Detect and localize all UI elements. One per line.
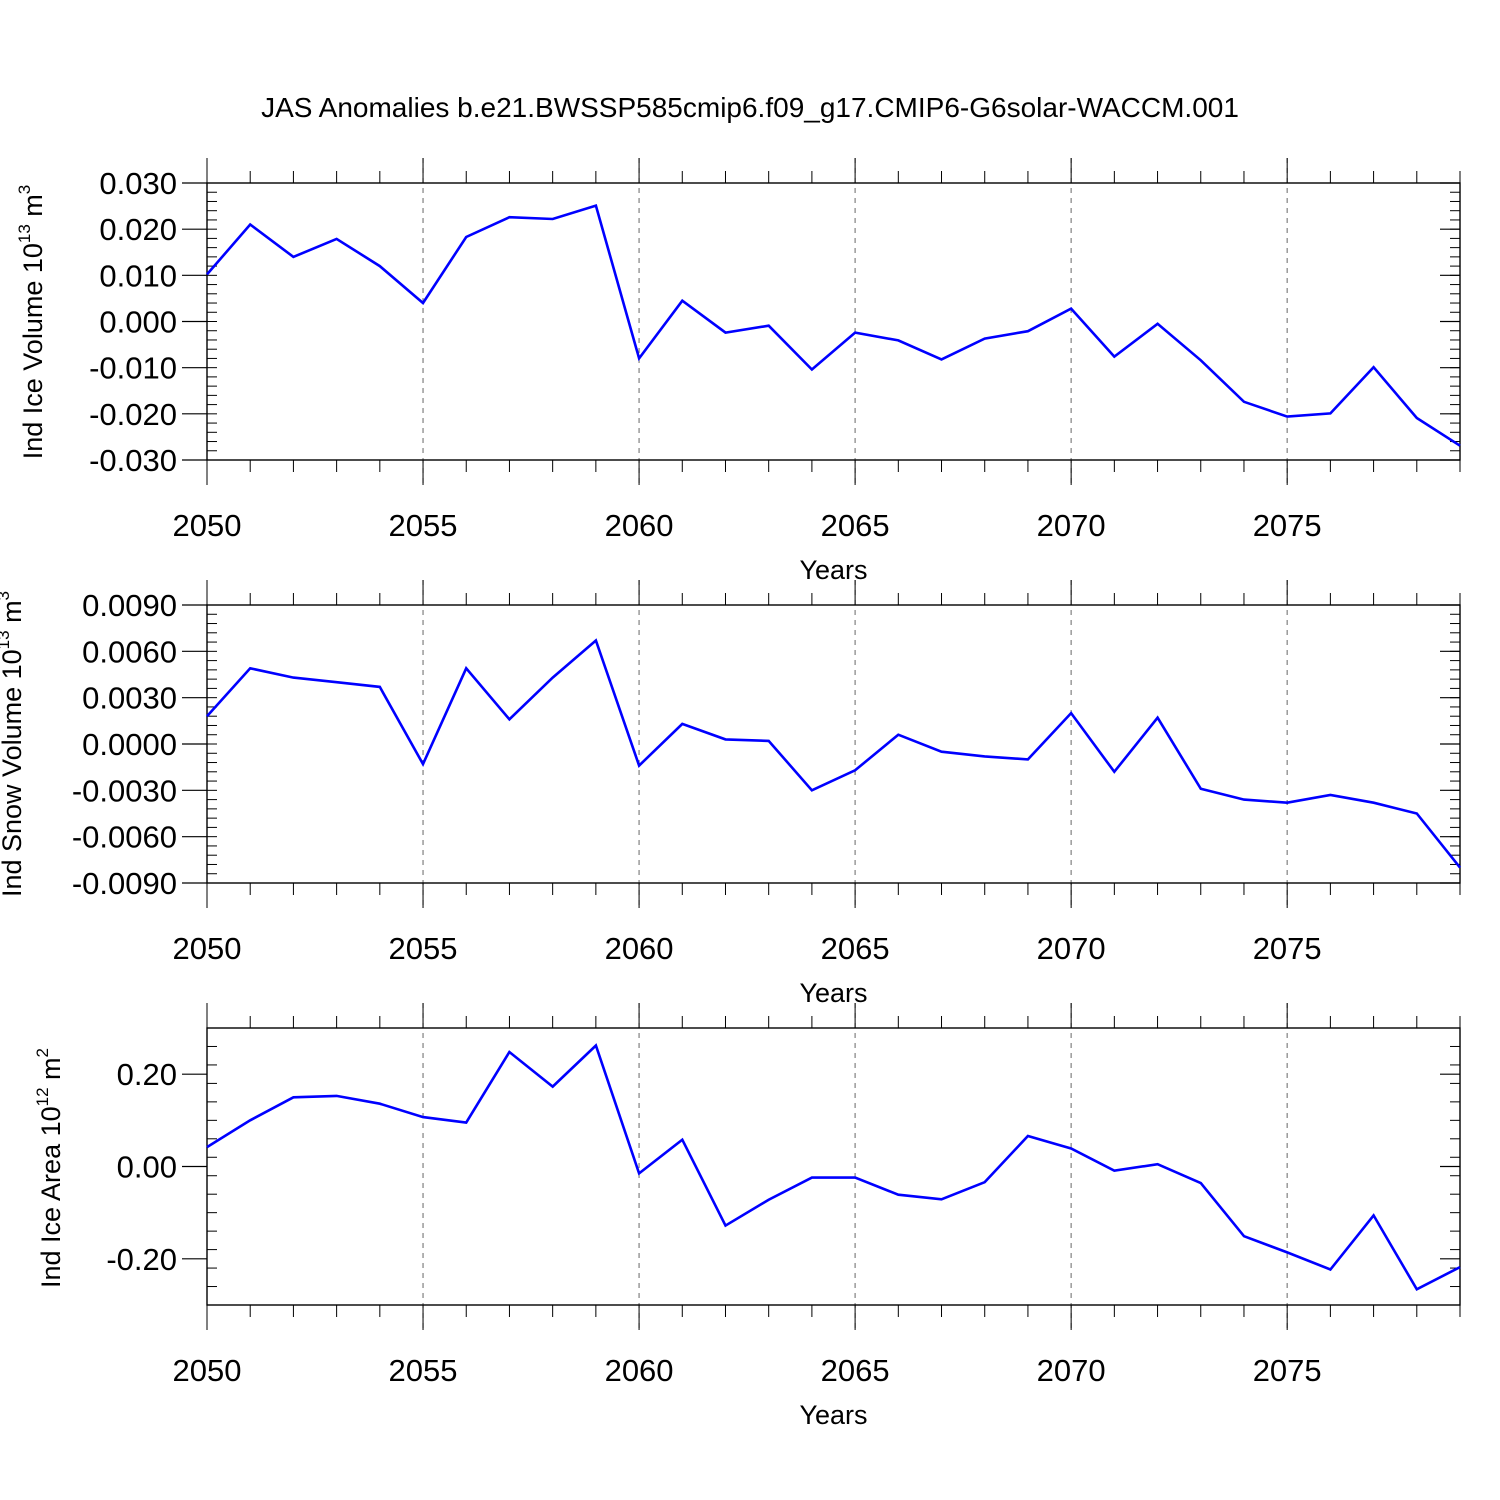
plot-frame [206,604,1461,884]
x-axis-label: Years [799,1400,867,1430]
plot-frame [206,1027,1461,1306]
y-axis-label-unit-exponent: 2 [33,1048,52,1057]
figure-title: JAS Anomalies b.e21.BWSSP585cmip6.f09_g1… [261,92,1239,123]
x-tick-label: 2055 [389,1353,458,1388]
y-tick-label: 0.00 [117,1150,177,1185]
y-axis-label-exponent: 12 [33,1087,52,1106]
panel-ice-volume: -0.030 -0.020 -0.010 0.000 0.010 0.020 0.030 20… [15,158,1461,585]
y-tick-label: -0.030 [89,443,177,478]
y-axis-label: Ind Ice Volume 1013 m3 [15,185,48,460]
y-tick-label: 0.0090 [82,588,177,623]
y-tick-label: 0.010 [99,258,177,293]
y-axis-label-exponent: 13 [0,630,13,649]
y-axis-label-text: Ind Ice Area 10 [36,1106,66,1288]
x-tick-label: 2050 [173,931,242,966]
y-axis-label-text: Ind Snow Volume 10 [0,649,27,897]
x-axis-label: Years [799,978,867,1008]
y-tick-label: 0.000 [99,305,177,340]
y-tick-label: 0.20 [117,1057,177,1092]
series-line [206,1043,1461,1292]
plot-frame [206,182,1461,461]
y-axis-label: Ind Snow Volume 1013 m3 [0,591,27,897]
y-axis-label-unit: m [0,600,27,630]
series-line [206,203,1461,447]
x-tick-label: 2055 [389,931,458,966]
y-axis-label: Ind Ice Area 1012 m2 [33,1048,66,1288]
y-tick-label: -0.0090 [72,866,177,901]
y-tick-label: 0.0060 [82,634,177,669]
y-tick-label: 0.0030 [82,681,177,716]
x-tick-label: 2070 [1037,931,1106,966]
y-tick-label: -0.20 [106,1242,177,1277]
y-tick-label: -0.010 [89,351,177,386]
x-tick-label: 2050 [173,1353,242,1388]
x-tick-label: 2060 [605,1353,674,1388]
y-axis-label-unit: m [36,1057,66,1087]
x-tick-label: 2050 [173,508,242,543]
y-axis-label-exponent: 13 [15,224,34,243]
y-axis-label-unit-exponent: 3 [15,185,34,194]
x-axis-label: Years [799,555,867,585]
x-tick-label: 2070 [1037,508,1106,543]
x-tick-label: 2075 [1253,508,1322,543]
x-tick-label: 2065 [821,508,890,543]
y-tick-label: 0.030 [99,166,177,201]
y-tick-label: -0.0060 [72,820,177,855]
y-axis-label-text: Ind Ice Volume 10 [18,243,48,459]
x-tick-label: 2065 [821,931,890,966]
x-tick-label: 2075 [1253,931,1322,966]
y-tick-label: 0.020 [99,212,177,247]
y-tick-label: 0.0000 [82,727,177,762]
x-tick-label: 2065 [821,1353,890,1388]
series-line [206,638,1462,869]
y-tick-label: -0.020 [89,397,177,432]
x-tick-label: 2075 [1253,1353,1322,1388]
panel-ice-area: -0.20 0.00 0.20 2050 2055 2060 2065 2070 2075 Yea… [33,1003,1461,1430]
x-tick-label: 2060 [605,931,674,966]
x-tick-label: 2060 [605,508,674,543]
y-tick-label: -0.0030 [72,773,177,808]
x-tick-label: 2055 [389,508,458,543]
panel-snow-volume: -0.0090 -0.0060 -0.0030 0.0000 0.0030 0.0060 0… [0,580,1462,1008]
y-axis-label-unit: m [18,194,48,224]
x-tick-label: 2070 [1037,1353,1106,1388]
y-axis-label-unit-exponent: 3 [0,591,13,600]
